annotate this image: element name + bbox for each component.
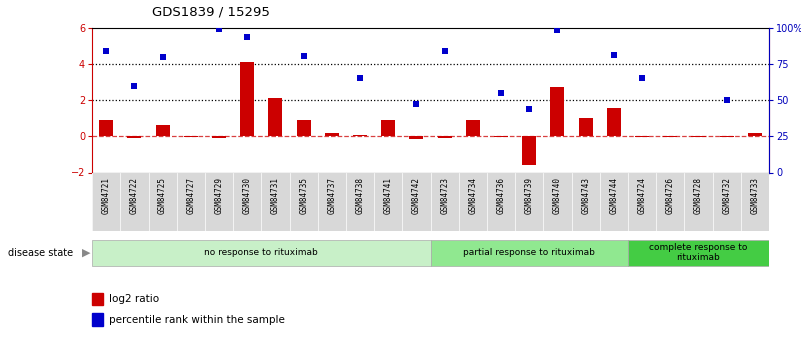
Bar	[663, 136, 678, 137]
Text: partial response to rituximab: partial response to rituximab	[463, 248, 595, 257]
FancyBboxPatch shape	[628, 239, 769, 266]
Bar	[183, 136, 198, 137]
Bar	[719, 136, 734, 137]
Text: GSM84743: GSM84743	[582, 177, 590, 214]
Bar	[127, 136, 142, 138]
Text: GSM84725: GSM84725	[158, 177, 167, 214]
Bar	[155, 125, 170, 136]
Text: GSM84734: GSM84734	[469, 177, 477, 214]
Text: GSM84728: GSM84728	[694, 177, 703, 214]
Bar	[240, 62, 254, 136]
Point	[636, 76, 649, 81]
Text: GSM84724: GSM84724	[638, 177, 646, 214]
Text: GSM84742: GSM84742	[412, 177, 421, 214]
Text: GSM84740: GSM84740	[553, 177, 562, 214]
Text: GSM84736: GSM84736	[497, 177, 505, 214]
Bar	[550, 87, 565, 136]
Text: GSM84722: GSM84722	[130, 177, 139, 214]
Point	[523, 106, 536, 112]
Text: percentile rank within the sample: percentile rank within the sample	[109, 315, 284, 325]
Text: disease state: disease state	[8, 248, 73, 258]
Text: GSM84741: GSM84741	[384, 177, 392, 214]
Text: GSM84721: GSM84721	[102, 177, 111, 214]
Text: GSM84723: GSM84723	[440, 177, 449, 214]
Bar	[353, 135, 367, 136]
Bar	[381, 120, 395, 136]
Bar	[522, 136, 537, 165]
Bar	[748, 132, 762, 136]
Point	[720, 97, 733, 103]
Text: GDS1839 / 15295: GDS1839 / 15295	[152, 5, 270, 18]
Point	[353, 76, 366, 81]
Bar	[494, 136, 508, 137]
Point	[297, 53, 310, 58]
Bar	[324, 132, 339, 136]
Text: GSM84733: GSM84733	[751, 177, 759, 214]
Bar	[437, 136, 452, 138]
Text: log2 ratio: log2 ratio	[109, 294, 159, 304]
Bar	[607, 108, 621, 136]
Text: complete response to
rituximab: complete response to rituximab	[650, 243, 747, 263]
Text: GSM84737: GSM84737	[328, 177, 336, 214]
Text: GSM84727: GSM84727	[187, 177, 195, 214]
FancyBboxPatch shape	[430, 239, 628, 266]
Point	[551, 28, 564, 33]
Bar	[296, 120, 311, 136]
Point	[212, 27, 225, 32]
Text: GSM84738: GSM84738	[356, 177, 364, 214]
Text: GSM84732: GSM84732	[723, 177, 731, 214]
Point	[607, 52, 620, 58]
Bar	[92, 293, 103, 305]
Text: GSM84726: GSM84726	[666, 177, 674, 214]
Point	[156, 55, 169, 60]
Bar	[691, 136, 706, 137]
Bar	[99, 120, 113, 136]
Text: GSM84731: GSM84731	[271, 177, 280, 214]
Point	[410, 101, 423, 106]
Bar	[635, 136, 649, 137]
Bar	[92, 313, 103, 326]
Text: GSM84744: GSM84744	[610, 177, 618, 214]
Bar	[409, 136, 424, 139]
Point	[495, 90, 508, 96]
Point	[438, 48, 451, 54]
Point	[241, 34, 254, 39]
Bar	[578, 118, 593, 136]
Text: ▶: ▶	[83, 248, 91, 258]
Bar	[466, 120, 480, 136]
Bar	[268, 98, 283, 136]
Point	[100, 48, 113, 54]
Text: GSM84730: GSM84730	[243, 177, 252, 214]
FancyBboxPatch shape	[92, 239, 430, 266]
Point	[128, 83, 141, 88]
Text: GSM84729: GSM84729	[215, 177, 223, 214]
Text: no response to rituximab: no response to rituximab	[204, 248, 318, 257]
Text: GSM84735: GSM84735	[299, 177, 308, 214]
Text: GSM84739: GSM84739	[525, 177, 533, 214]
Bar	[212, 136, 226, 138]
